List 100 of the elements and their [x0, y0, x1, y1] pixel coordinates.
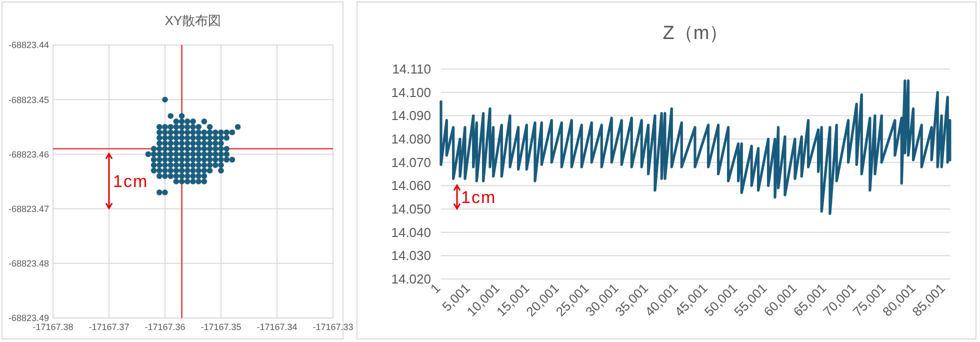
x-tick-label: -17167.34 [256, 322, 298, 332]
annotation: 1cm [461, 188, 496, 207]
point [201, 162, 208, 168]
point [184, 162, 190, 168]
point [173, 173, 180, 179]
y-tick-label: -68823.49 [8, 313, 49, 324]
point [190, 124, 196, 130]
y-tick-label: -68823.44 [8, 40, 49, 50]
point [168, 146, 174, 152]
point [212, 162, 218, 168]
point [190, 146, 196, 152]
point [150, 162, 157, 168]
y-tick-label: 14.100 [391, 84, 431, 100]
y-tick-label: -68823.48 [8, 258, 49, 269]
point [156, 124, 162, 130]
point [206, 140, 213, 146]
point [218, 129, 224, 136]
point [178, 156, 185, 163]
point [206, 146, 213, 152]
x-tick-label: -17167.38 [32, 322, 74, 332]
point [196, 129, 202, 136]
point [201, 129, 208, 136]
point [184, 129, 190, 136]
point [162, 190, 168, 196]
point [206, 156, 213, 163]
point [234, 124, 241, 130]
point [173, 168, 180, 174]
point [206, 124, 213, 130]
point [162, 151, 168, 158]
point [196, 134, 202, 141]
point [178, 168, 185, 174]
point [178, 140, 185, 146]
point [201, 173, 208, 179]
point [218, 162, 224, 168]
point [173, 124, 180, 130]
point [178, 113, 185, 119]
point [206, 162, 213, 168]
point [168, 162, 174, 168]
point [173, 146, 180, 152]
point [168, 151, 174, 158]
point [196, 156, 202, 163]
point [218, 156, 224, 163]
point [212, 140, 218, 146]
point [173, 134, 180, 141]
point [212, 146, 218, 152]
point [229, 129, 236, 136]
point [206, 151, 213, 158]
point [178, 124, 185, 130]
point [162, 146, 168, 152]
point [224, 134, 230, 141]
point [218, 140, 224, 146]
point [156, 151, 162, 158]
point [218, 168, 224, 174]
point [156, 134, 162, 141]
point [162, 162, 168, 168]
point [162, 134, 168, 141]
point [178, 173, 185, 179]
point [184, 173, 190, 179]
point [150, 156, 157, 163]
point [156, 173, 162, 179]
y-tick-label: 14.030 [391, 248, 431, 264]
point [196, 178, 202, 184]
point [184, 156, 190, 163]
point [156, 156, 162, 163]
point [206, 168, 213, 174]
point [218, 146, 224, 152]
point [201, 140, 208, 146]
point [201, 134, 208, 141]
point [168, 156, 174, 163]
point [162, 156, 168, 163]
x-tick-label: -17167.35 [200, 322, 242, 332]
point [196, 173, 202, 179]
y-tick-label: -68823.47 [8, 204, 49, 214]
point [156, 168, 162, 174]
point [168, 124, 174, 130]
x-tick-label: -17167.36 [144, 322, 186, 332]
point [201, 146, 208, 152]
x-tick-label: -17167.33 [312, 322, 354, 332]
point [196, 124, 202, 130]
point [178, 178, 185, 184]
point [196, 146, 202, 152]
point [184, 134, 190, 141]
point [173, 162, 180, 168]
point [184, 124, 190, 130]
y-tick-label: 14.050 [391, 202, 431, 217]
x-tick-label: -17167.37 [88, 322, 130, 332]
point [190, 118, 196, 124]
point [196, 140, 202, 146]
point [156, 190, 162, 196]
point [173, 156, 180, 163]
point [190, 151, 196, 158]
point [212, 129, 218, 136]
point [212, 151, 218, 158]
line-series [440, 79, 952, 215]
point [201, 151, 208, 158]
point [156, 162, 162, 168]
point [201, 118, 208, 124]
point [190, 173, 196, 179]
point [218, 134, 224, 141]
point [145, 151, 152, 158]
